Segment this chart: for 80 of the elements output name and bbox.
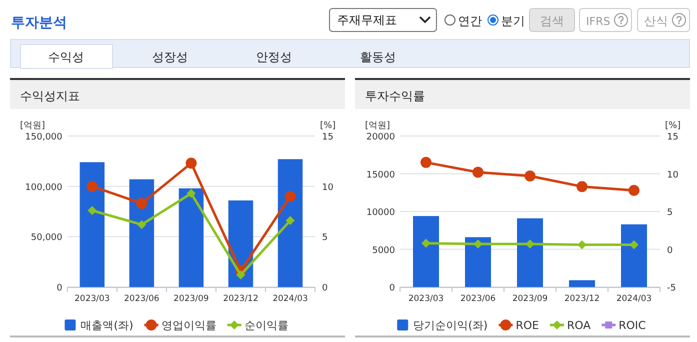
point (630, 240, 638, 250)
text: 수익성 (48, 50, 84, 64)
bar (517, 218, 543, 287)
point (136, 198, 148, 209)
y2-tick-label: 0 (322, 284, 328, 294)
y2-tick-label: 5 (667, 208, 673, 218)
legend-label: 매출액(좌) (80, 319, 134, 332)
point (186, 188, 196, 198)
y-tick-label: 150,000 (25, 132, 63, 142)
y-tick-label: 0 (389, 284, 396, 294)
y2-axis-title: [%] (665, 121, 681, 131)
bar (621, 224, 647, 287)
x-tick-label: 2023/03 (74, 294, 110, 304)
point (86, 180, 98, 192)
point (576, 181, 588, 192)
point (137, 220, 146, 230)
y-axis-title: [억원] (20, 121, 46, 131)
point (286, 216, 295, 226)
y-tick-label: 0 (56, 284, 63, 294)
y-tick-label: 10000 (366, 208, 396, 218)
point (524, 170, 536, 182)
text: 검색 (540, 14, 564, 28)
bar (278, 159, 303, 287)
y-tick-label: 20000 (366, 132, 396, 142)
bar (178, 188, 204, 287)
text: 주재무제표 (337, 13, 397, 27)
point (186, 158, 197, 169)
x-tick-label: 2023/12 (223, 294, 258, 304)
point (422, 238, 430, 248)
legend-label: 당기순이익(좌) (413, 319, 488, 332)
point (420, 156, 432, 168)
legend-label: 영업이익률 (161, 319, 216, 332)
y2-tick-label: 5 (322, 233, 328, 244)
y-axis-title: [억원] (365, 121, 390, 131)
legend-label: ROIC (618, 319, 646, 332)
text: 분기 (501, 14, 525, 28)
point (284, 190, 296, 202)
x-tick-label: 2023/09 (512, 294, 548, 304)
y-tick-label: 15000 (366, 170, 396, 180)
x-tick-label: 2023/09 (174, 294, 209, 304)
y-tick-label: 5000 (372, 246, 396, 256)
bar (80, 162, 105, 287)
text: 활동성 (360, 50, 396, 64)
point (472, 166, 484, 178)
point (474, 239, 482, 248)
text: 연간 (458, 14, 482, 28)
chart-title: 수익성지표 (20, 89, 80, 103)
legend-label: 순이익률 (244, 319, 288, 332)
y2-tick-label: 15 (667, 132, 678, 142)
x-tick-label: 2023/06 (460, 294, 496, 304)
bar (465, 237, 491, 287)
legend-label: ROA (566, 319, 592, 332)
text: IFRS (586, 15, 610, 28)
bar (569, 280, 595, 287)
y2-tick-label: 15 (322, 132, 334, 142)
x-tick-label: 2023/12 (564, 294, 600, 304)
point (628, 184, 640, 196)
bar (129, 179, 154, 287)
y2-tick-label: 10 (667, 170, 679, 180)
y-tick-label: 100,000 (25, 182, 63, 193)
point (236, 270, 246, 280)
y2-tick-label: 10 (322, 182, 334, 193)
y2-tick-label: 0 (667, 246, 673, 256)
point (526, 239, 534, 248)
y-tick-label: 50,000 (30, 233, 63, 244)
y2-axis-title: [%] (320, 121, 336, 131)
x-tick-label: 2024/03 (616, 294, 652, 304)
chart-title: 투자수익률 (365, 89, 425, 103)
y2-tick-label: -5 (667, 284, 676, 294)
text: 산식 (644, 14, 668, 28)
x-tick-label: 2023/06 (124, 294, 160, 304)
x-tick-label: 2024/03 (272, 294, 308, 304)
point (578, 240, 586, 250)
text: 투자분석 (11, 15, 67, 31)
point (88, 206, 97, 215)
legend-label: ROE (516, 319, 540, 332)
text: 안정성 (256, 50, 292, 64)
x-tick-label: 2023/03 (408, 294, 444, 304)
text: 성장성 (152, 50, 188, 64)
bar (413, 216, 439, 287)
